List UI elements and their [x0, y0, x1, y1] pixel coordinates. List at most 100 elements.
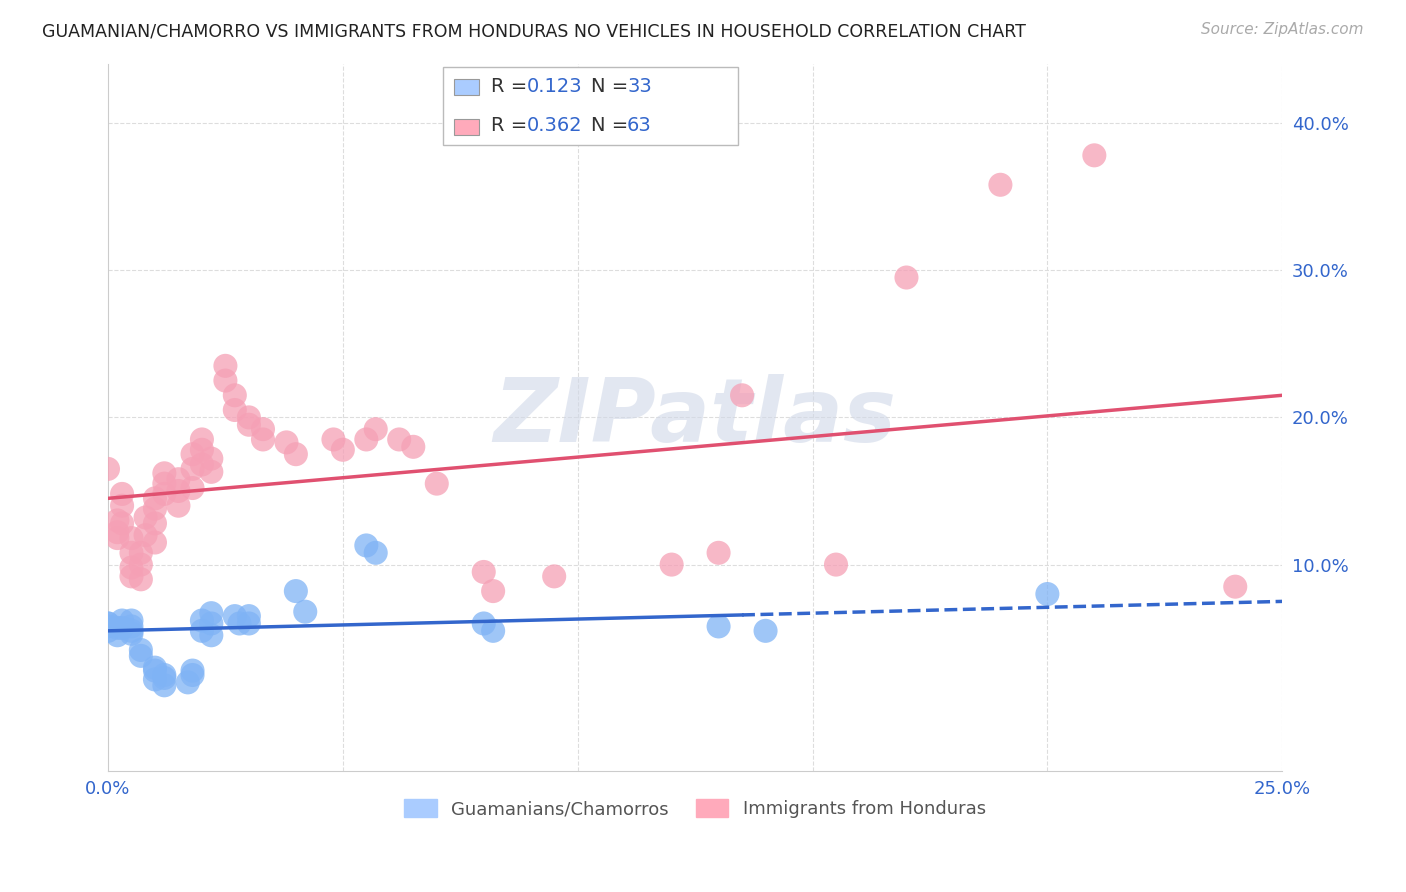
- Point: [238, 410, 260, 425]
- Point: [129, 546, 152, 560]
- Text: R =: R =: [491, 77, 533, 96]
- Point: [200, 616, 222, 631]
- Point: [143, 491, 166, 506]
- Point: [111, 499, 134, 513]
- Point: [482, 584, 505, 599]
- Point: [153, 476, 176, 491]
- Point: [191, 614, 214, 628]
- Point: [121, 624, 143, 638]
- Point: [129, 648, 152, 663]
- Point: [200, 465, 222, 479]
- Point: [181, 481, 204, 495]
- Point: [143, 660, 166, 674]
- Point: [105, 531, 128, 545]
- Point: [388, 433, 411, 447]
- Point: [153, 671, 176, 685]
- Text: N =: N =: [591, 116, 634, 136]
- Point: [472, 616, 495, 631]
- Point: [135, 528, 157, 542]
- Point: [105, 621, 128, 635]
- Point: [111, 621, 134, 635]
- Point: [181, 447, 204, 461]
- Point: [181, 664, 204, 678]
- Point: [238, 616, 260, 631]
- Text: Source: ZipAtlas.com: Source: ZipAtlas.com: [1201, 22, 1364, 37]
- Text: 33: 33: [627, 77, 652, 96]
- Point: [543, 569, 565, 583]
- Point: [121, 627, 143, 641]
- Point: [214, 359, 236, 373]
- Point: [191, 624, 214, 638]
- Point: [731, 388, 754, 402]
- Point: [356, 538, 378, 552]
- Point: [105, 513, 128, 527]
- Point: [97, 462, 120, 476]
- Point: [825, 558, 848, 572]
- Point: [153, 487, 176, 501]
- Point: [707, 546, 730, 560]
- Point: [200, 628, 222, 642]
- Point: [364, 546, 387, 560]
- Point: [129, 572, 152, 586]
- Point: [224, 403, 246, 417]
- Point: [153, 678, 176, 692]
- Point: [105, 628, 128, 642]
- Point: [177, 675, 200, 690]
- Point: [224, 609, 246, 624]
- Point: [252, 433, 274, 447]
- Point: [322, 433, 344, 447]
- Point: [200, 606, 222, 620]
- Point: [482, 624, 505, 638]
- Point: [224, 388, 246, 402]
- Point: [356, 433, 378, 447]
- Point: [97, 616, 120, 631]
- Point: [121, 546, 143, 560]
- Text: 0.362: 0.362: [527, 116, 583, 136]
- Point: [284, 584, 307, 599]
- Point: [1036, 587, 1059, 601]
- Point: [1083, 148, 1105, 162]
- Point: [707, 619, 730, 633]
- Point: [238, 417, 260, 432]
- Legend: Guamanians/Chamorros, Immigrants from Honduras: Guamanians/Chamorros, Immigrants from Ho…: [396, 791, 993, 825]
- Point: [191, 442, 214, 457]
- Point: [135, 510, 157, 524]
- Point: [121, 560, 143, 574]
- Text: ZIPatlas: ZIPatlas: [494, 374, 897, 461]
- Point: [121, 569, 143, 583]
- Point: [191, 458, 214, 472]
- Point: [426, 476, 449, 491]
- Point: [129, 558, 152, 572]
- Point: [214, 374, 236, 388]
- Point: [990, 178, 1012, 192]
- Point: [143, 673, 166, 687]
- Point: [191, 433, 214, 447]
- Text: N =: N =: [591, 77, 634, 96]
- Point: [97, 616, 120, 631]
- Point: [276, 435, 298, 450]
- Point: [896, 270, 918, 285]
- Text: 63: 63: [627, 116, 652, 136]
- Text: 0.123: 0.123: [527, 77, 583, 96]
- Point: [332, 442, 354, 457]
- Point: [238, 609, 260, 624]
- Point: [111, 487, 134, 501]
- Point: [143, 535, 166, 549]
- Point: [153, 467, 176, 481]
- Point: [402, 440, 425, 454]
- Point: [143, 516, 166, 531]
- Point: [754, 624, 776, 638]
- Point: [121, 531, 143, 545]
- Point: [284, 447, 307, 461]
- Point: [121, 614, 143, 628]
- Point: [1225, 580, 1247, 594]
- Point: [97, 619, 120, 633]
- Text: GUAMANIAN/CHAMORRO VS IMMIGRANTS FROM HONDURAS NO VEHICLES IN HOUSEHOLD CORRELAT: GUAMANIAN/CHAMORRO VS IMMIGRANTS FROM HO…: [42, 22, 1026, 40]
- Text: R =: R =: [491, 116, 533, 136]
- Point: [167, 472, 190, 486]
- Point: [143, 501, 166, 516]
- Point: [153, 668, 176, 682]
- Point: [181, 462, 204, 476]
- Point: [121, 619, 143, 633]
- Point: [294, 605, 316, 619]
